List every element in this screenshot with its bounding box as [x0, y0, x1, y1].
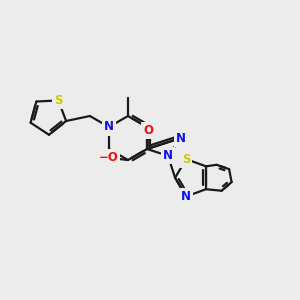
Text: −O: −O [98, 151, 118, 164]
Text: N: N [163, 149, 173, 162]
Text: O: O [143, 124, 153, 137]
Text: S: S [54, 94, 63, 107]
Text: N: N [176, 131, 186, 145]
Text: N: N [181, 190, 191, 203]
Text: S: S [182, 153, 190, 166]
Text: N: N [104, 121, 114, 134]
